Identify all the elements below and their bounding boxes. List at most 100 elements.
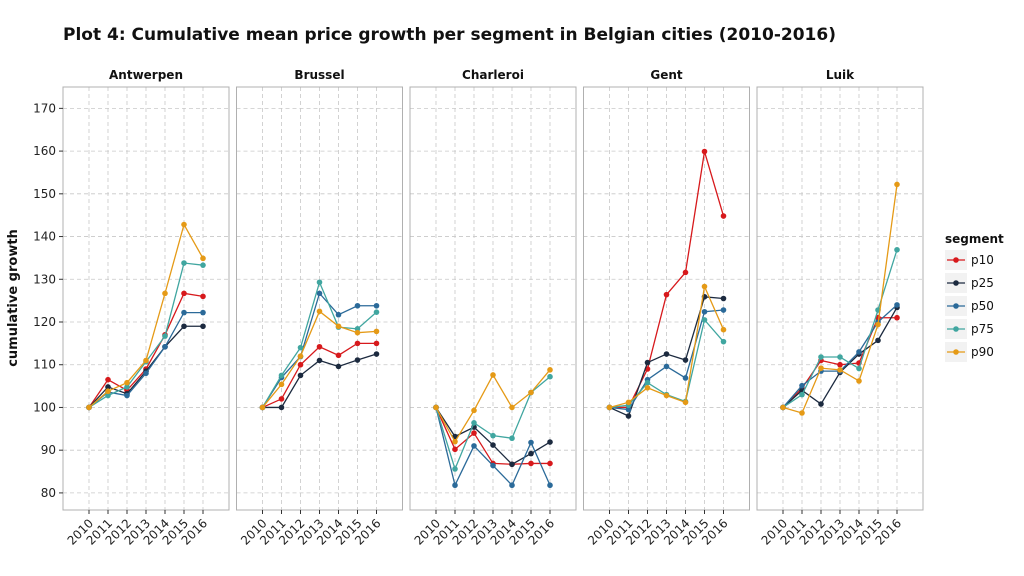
data-point-p25 — [354, 357, 361, 363]
y-tick-label: 160 — [33, 144, 56, 158]
facet-label: Antwerpen — [109, 68, 183, 82]
data-point-p50 — [701, 308, 708, 315]
data-point-p75 — [124, 384, 130, 390]
legend-label-p90: p90 — [971, 345, 994, 359]
data-point-p90 — [143, 357, 149, 364]
data-point-p25 — [316, 357, 323, 364]
data-point-p50 — [682, 375, 689, 381]
data-point-p90 — [373, 328, 380, 335]
data-point-p10 — [547, 460, 553, 467]
data-point-p25 — [373, 351, 380, 357]
data-point-p50 — [143, 370, 149, 377]
legend-key-point-p25 — [953, 280, 959, 286]
data-point-p75 — [471, 420, 477, 426]
data-point-p90 — [200, 255, 206, 262]
data-point-p90 — [837, 367, 843, 373]
data-point-p75 — [720, 338, 727, 345]
data-point-p90 — [297, 353, 304, 359]
data-point-p90 — [124, 379, 130, 386]
data-point-p75 — [452, 466, 458, 472]
data-point-p90 — [663, 392, 670, 399]
data-point-p90 — [606, 404, 613, 411]
data-point-p90 — [452, 438, 458, 445]
data-point-p25 — [200, 323, 206, 330]
data-point-p75 — [181, 260, 187, 266]
data-point-p90 — [278, 381, 285, 388]
data-point-p50 — [162, 343, 168, 350]
data-point-p25 — [105, 384, 111, 390]
data-point-p10 — [701, 148, 708, 155]
data-point-p90 — [86, 404, 92, 411]
data-point-p25 — [875, 337, 881, 344]
data-point-p10 — [528, 460, 534, 467]
facet-strip — [583, 63, 750, 87]
data-point-p90 — [547, 367, 553, 373]
data-point-p10 — [837, 361, 843, 368]
data-point-p50 — [354, 302, 361, 309]
data-point-p75 — [162, 333, 168, 339]
data-point-p50 — [335, 311, 342, 318]
data-point-p50 — [720, 307, 727, 313]
data-point-p10 — [720, 213, 727, 219]
data-point-p25 — [278, 404, 285, 411]
data-point-p75 — [547, 373, 553, 380]
data-point-p10 — [663, 291, 670, 298]
data-point-p75 — [837, 354, 843, 360]
data-point-p50 — [509, 482, 515, 489]
data-point-p50 — [799, 382, 805, 389]
data-point-p10 — [894, 314, 900, 321]
y-tick-label: 150 — [33, 187, 56, 201]
data-point-p10 — [471, 430, 477, 436]
legend-key-point-p75 — [953, 326, 959, 332]
data-point-p75 — [278, 372, 285, 379]
data-point-p90 — [720, 326, 727, 333]
data-point-p75 — [490, 432, 496, 439]
legend-label-p75: p75 — [971, 322, 994, 336]
data-point-p90 — [818, 365, 824, 371]
legend-title: segment — [945, 232, 1004, 246]
data-point-p50 — [663, 363, 670, 370]
y-tick-label: 170 — [33, 101, 56, 115]
data-point-p75 — [818, 354, 824, 360]
data-point-p75 — [894, 246, 900, 253]
data-point-p75 — [297, 344, 304, 351]
data-point-p25 — [682, 357, 689, 363]
data-point-p10 — [373, 340, 380, 347]
data-point-p75 — [509, 435, 515, 442]
legend-key-point-p10 — [953, 257, 959, 263]
data-point-p50 — [452, 482, 458, 489]
legend-label-p10: p10 — [971, 253, 994, 267]
data-point-p50 — [124, 392, 130, 399]
data-point-p90 — [644, 385, 651, 391]
data-point-p90 — [181, 221, 187, 228]
facet-strip — [410, 63, 576, 87]
data-point-p25 — [509, 461, 515, 468]
data-point-p75 — [701, 317, 708, 323]
facet-panels: Antwerpen8090100110120130140150160170201… — [33, 63, 924, 548]
data-point-p75 — [856, 365, 862, 372]
data-point-p90 — [701, 283, 708, 290]
data-point-p10 — [682, 269, 689, 276]
legend: p10 p25 p50 p75 p90 — [945, 250, 994, 362]
facet-label: Charleroi — [462, 68, 524, 82]
y-axis-title: cumulative growth — [6, 229, 21, 367]
data-point-p50 — [547, 482, 553, 489]
data-point-p10 — [297, 361, 304, 368]
data-point-p25 — [181, 323, 187, 330]
y-tick-label: 90 — [41, 443, 56, 457]
data-point-p75 — [373, 309, 380, 315]
data-point-p25 — [528, 450, 534, 457]
data-point-p50 — [471, 443, 477, 449]
data-point-p90 — [490, 372, 496, 378]
facet-strip — [236, 63, 403, 87]
data-point-p90 — [780, 404, 786, 411]
data-point-p10 — [354, 340, 361, 347]
data-point-p50 — [894, 302, 900, 308]
data-point-p10 — [335, 352, 342, 359]
data-point-p25 — [720, 295, 727, 302]
data-point-p50 — [181, 309, 187, 316]
data-point-p90 — [799, 410, 805, 416]
